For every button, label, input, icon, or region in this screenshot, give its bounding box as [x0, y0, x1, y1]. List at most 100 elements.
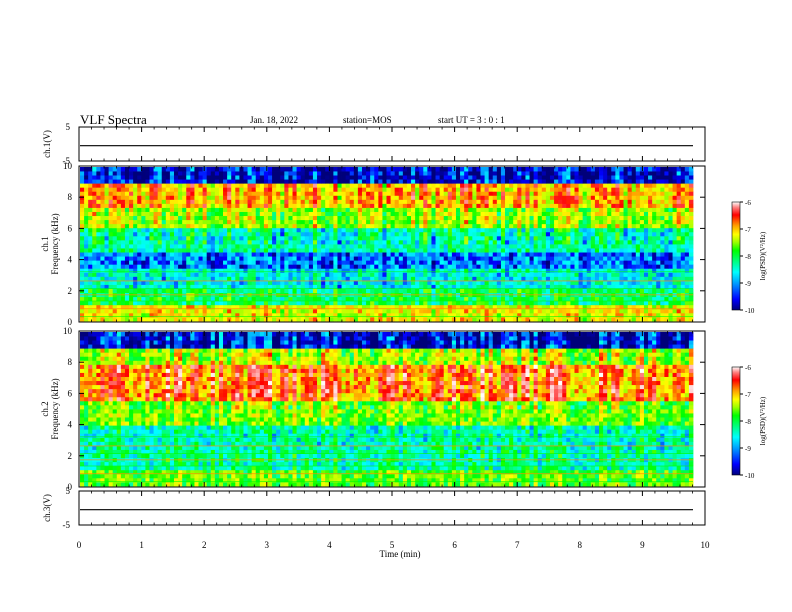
spectrogram-cell — [157, 215, 163, 221]
spectrogram-cell — [492, 239, 498, 245]
spectrogram-cell — [210, 211, 216, 217]
spectrogram-cell — [439, 231, 445, 237]
spectrogram-cell — [194, 187, 199, 192]
spectrogram-cell — [133, 312, 138, 318]
spectrogram-cell — [284, 276, 289, 281]
spectrogram-cell — [280, 260, 285, 265]
spectrogram-cell — [165, 260, 171, 265]
spectrogram-cell — [586, 207, 592, 212]
spectrogram-cell — [173, 187, 179, 192]
spectrogram-cell — [635, 195, 641, 200]
spectrogram-cell — [108, 183, 114, 188]
spectrogram-cell — [586, 191, 592, 196]
spectrogram-cell — [623, 215, 629, 221]
spectrogram-cell — [480, 264, 485, 269]
spectrogram-cell — [578, 280, 584, 285]
spectrogram-cell — [578, 227, 584, 233]
spectrogram-cell — [357, 215, 363, 221]
spectrogram-cell — [419, 244, 424, 249]
spectrogram-cell — [476, 272, 481, 277]
spectrogram-cell — [676, 207, 682, 212]
spectrogram-cell — [443, 215, 449, 221]
spectrogram-cell — [680, 203, 686, 208]
spectrogram-cell — [472, 284, 477, 289]
spectrogram-cell — [153, 284, 159, 289]
spectrogram-cell — [603, 304, 608, 310]
spectrogram-cell — [112, 183, 118, 188]
spectrogram-cell — [611, 316, 616, 322]
spectrogram-cell — [648, 308, 653, 314]
spectrogram-cell — [141, 199, 146, 204]
spectrogram-cell — [169, 215, 175, 221]
spectrogram-cell — [341, 312, 347, 318]
spectrogram-cell — [455, 264, 461, 269]
spectrogram-cell — [639, 280, 645, 285]
spectrogram-cell — [492, 316, 498, 322]
spectrogram-cell — [353, 304, 359, 310]
spectrogram-cell — [374, 308, 379, 314]
spectrogram-cell — [198, 195, 203, 200]
spectrogram-cell — [366, 316, 371, 322]
spectrogram-cell — [627, 223, 633, 229]
spectrogram-cell — [492, 276, 498, 281]
spectrogram-cell — [304, 296, 310, 302]
spectrogram-cell — [141, 235, 146, 241]
spectrogram-cell — [267, 187, 273, 192]
spectrogram-cell — [586, 215, 592, 221]
spectrogram-cell — [533, 284, 539, 289]
spectrogram-cell — [447, 272, 453, 277]
spectrogram-cell — [435, 199, 441, 204]
spectrogram-cell — [178, 308, 183, 314]
spectrogram-cell — [153, 235, 159, 241]
spectrogram-cell — [676, 268, 682, 273]
spectrogram-cell — [267, 276, 273, 281]
spectrogram-cell — [541, 239, 547, 245]
spectrogram-cell — [603, 280, 608, 285]
spectrogram-cell — [312, 227, 318, 233]
spectrogram-cell — [353, 312, 359, 318]
spectrogram-cell — [214, 207, 220, 212]
spectrogram-cell — [476, 296, 481, 302]
spectrogram-cell — [141, 276, 146, 281]
spectrogram-cell — [680, 316, 686, 322]
spectrogram-cell — [88, 215, 93, 221]
spectrogram-cell — [243, 203, 248, 208]
spectrogram-cell — [505, 215, 510, 221]
spectrogram-cell — [186, 272, 191, 277]
spectrogram-cell — [627, 227, 633, 233]
spectrogram-cell — [84, 215, 89, 221]
spectrogram-cell — [656, 239, 661, 245]
spectrogram-cell — [137, 244, 142, 249]
spectrogram-cell — [652, 235, 657, 241]
spectrogram-cell — [321, 288, 326, 294]
spectrogram-cell — [390, 207, 396, 212]
spectrogram-cell — [182, 280, 187, 285]
spectrogram-cell — [545, 187, 551, 192]
spectrogram-cell — [133, 280, 138, 285]
spectrogram-cell — [198, 256, 203, 261]
spectrogram-cell — [210, 260, 216, 265]
spectrogram-cell — [263, 199, 269, 204]
spectrogram-cell — [586, 300, 592, 306]
spectrogram-cell — [411, 244, 416, 249]
spectrogram-cell — [521, 260, 526, 265]
spectrogram-cell — [223, 308, 228, 314]
spectrogram-cell — [227, 239, 232, 245]
spectrogram-cell — [615, 272, 620, 277]
spectrogram-cell — [652, 276, 657, 281]
spectrogram-cell — [415, 252, 420, 257]
spectrogram-cell — [660, 280, 665, 285]
spectrogram-cell — [688, 191, 694, 196]
spectrogram-cell — [382, 215, 387, 221]
spectrogram-cell — [333, 316, 338, 322]
spectrogram-cell — [431, 231, 436, 237]
spectrogram-cell — [108, 284, 114, 289]
spectrogram-cell — [488, 191, 494, 196]
spectrogram-cell — [427, 207, 432, 212]
spectrogram-cell — [243, 300, 248, 306]
spectrogram-cell — [676, 195, 682, 200]
spectrogram-cell — [398, 260, 404, 265]
spectrogram-cell — [247, 312, 253, 318]
spectrogram-cell — [517, 187, 522, 192]
spectrogram-cell — [137, 276, 142, 281]
